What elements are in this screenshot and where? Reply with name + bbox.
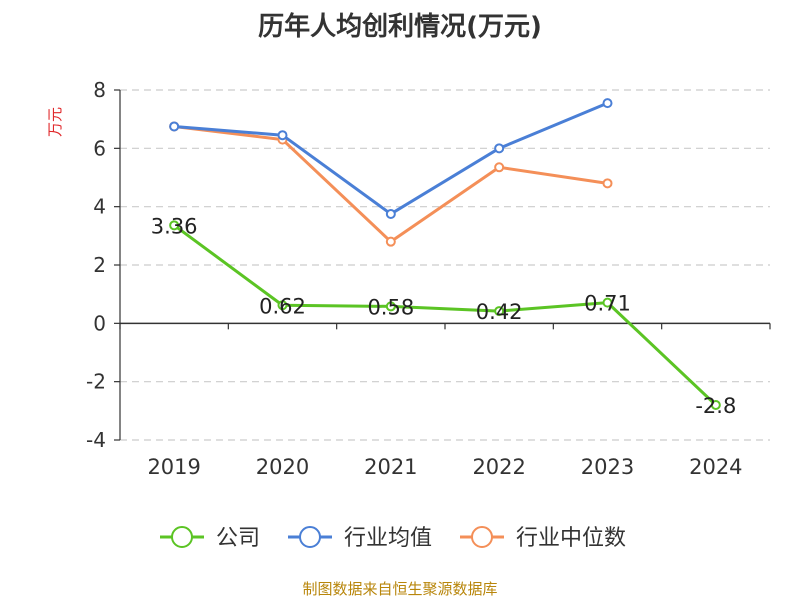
legend-marker — [171, 526, 193, 548]
data-point[interactable] — [602, 297, 613, 308]
data-label: 0.58 — [367, 295, 414, 319]
y-axis-label: 万元 — [46, 107, 64, 137]
data-label: -2.8 — [695, 394, 736, 418]
x-tick-label: 2023 — [581, 455, 634, 479]
legend-item-0[interactable]: 公司 — [160, 526, 260, 551]
data-point[interactable] — [385, 208, 396, 219]
y-tick-label: 2 — [93, 253, 106, 277]
x-tick-label: 2019 — [147, 455, 200, 479]
y-tick-label: -4 — [86, 428, 106, 452]
data-point[interactable] — [710, 400, 721, 410]
y-tick-label: 0 — [93, 311, 106, 335]
data-point[interactable] — [494, 162, 505, 173]
x-tick-label: 2020 — [256, 455, 309, 479]
grid-lines — [120, 89, 770, 441]
data-point[interactable] — [385, 236, 396, 247]
source-note: 制图数据来自恒生聚源数据库 — [302, 580, 498, 598]
legend-item-2[interactable]: 行业中位数 — [460, 526, 626, 551]
y-tick-label: -2 — [86, 370, 106, 394]
data-label: 0.62 — [259, 294, 306, 318]
legend-label: 行业均值 — [344, 526, 432, 551]
data-point[interactable] — [169, 220, 180, 231]
series-line-2 — [173, 124, 608, 244]
data-point[interactable] — [277, 300, 288, 311]
data-point[interactable] — [494, 306, 505, 317]
series-lines — [169, 98, 721, 410]
data-point[interactable] — [602, 178, 613, 189]
x-tick-label: 2022 — [472, 455, 525, 479]
data-point[interactable] — [494, 143, 505, 154]
y-tick-label: 6 — [93, 136, 106, 160]
legend-label: 公司 — [216, 526, 260, 551]
series-line-0 — [173, 224, 717, 407]
chart-title: 历年人均创利情况(万元) — [258, 12, 542, 42]
data-point[interactable] — [169, 121, 180, 132]
y-tick-label: 8 — [93, 78, 106, 102]
data-point[interactable] — [277, 130, 288, 141]
legend-marker — [299, 526, 321, 548]
data-label: 3.36 — [151, 214, 198, 238]
data-label: 0.42 — [476, 300, 523, 324]
data-labels: 3.36 0.62 0.58 0.42 0.71 -2.8 — [151, 214, 737, 418]
data-label: 0.71 — [584, 292, 631, 316]
x-tick-label: 2024 — [689, 455, 742, 479]
data-point[interactable] — [602, 98, 613, 109]
series-line-1 — [174, 101, 609, 216]
legend-item-1[interactable]: 行业均值 — [288, 526, 432, 551]
data-point[interactable] — [385, 301, 396, 312]
x-tick-label: 2021 — [364, 455, 417, 479]
legend-label: 行业中位数 — [516, 526, 626, 551]
y-tick-label: 4 — [93, 195, 106, 219]
legend-marker — [471, 526, 493, 548]
legend[interactable]: 公司 行业均值 行业中位数 — [160, 526, 626, 551]
axes: -4 -2 0 2 4 6 8 2019 2020 2021 2022 2023 2024 万元 — [46, 78, 771, 479]
